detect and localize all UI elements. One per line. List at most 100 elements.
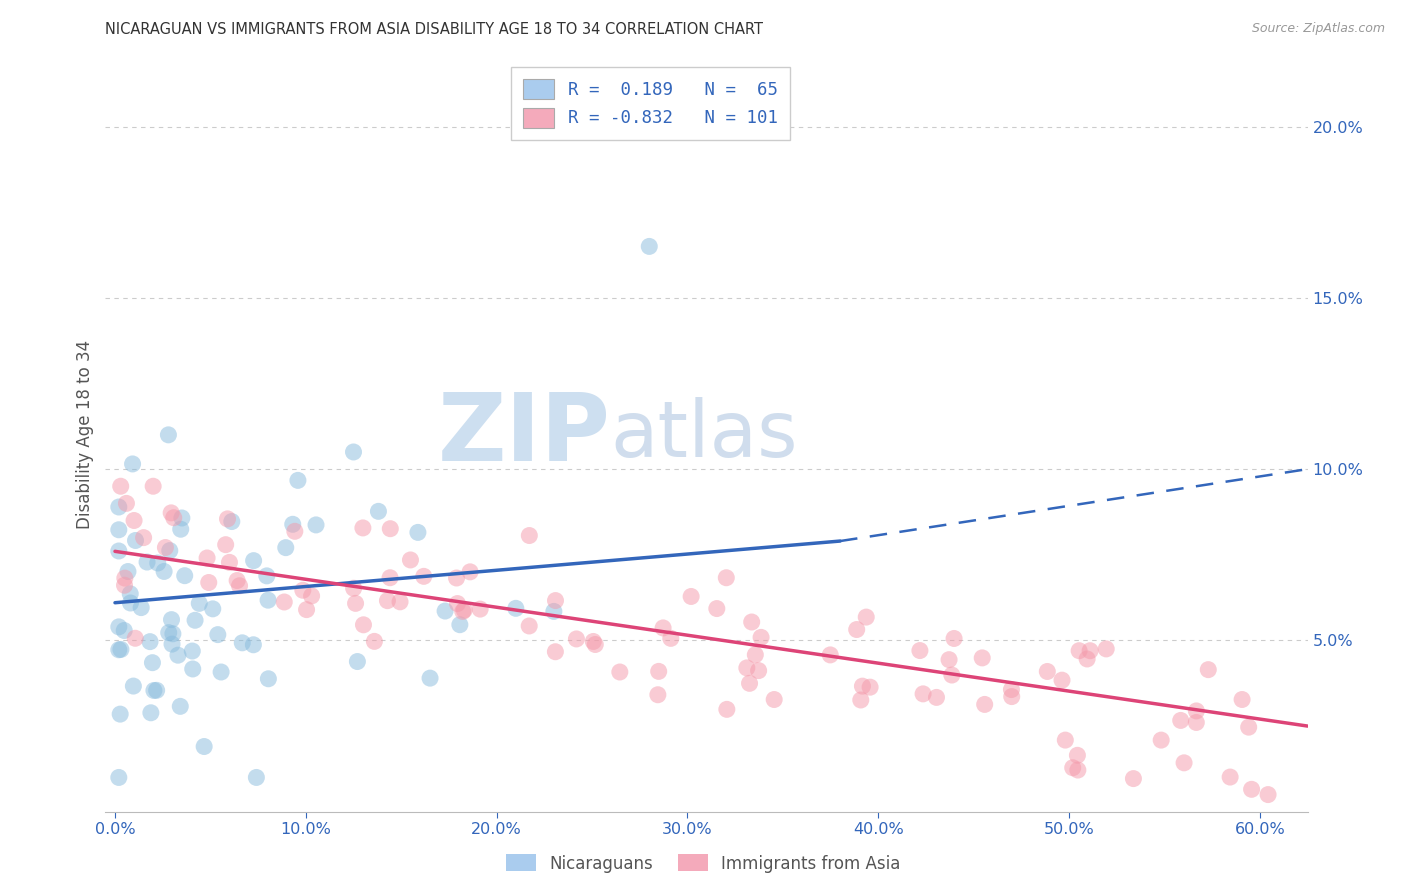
Point	[851, 679, 873, 693]
Point	[446, 597, 468, 611]
Point	[163, 510, 186, 524]
Point	[741, 615, 763, 629]
Point	[367, 504, 389, 518]
Point	[1197, 663, 1219, 677]
Point	[157, 625, 180, 640]
Point	[142, 479, 165, 493]
Point	[257, 593, 280, 607]
Point	[380, 522, 402, 536]
Point	[505, 601, 527, 615]
Point	[1076, 652, 1098, 666]
Point	[153, 565, 176, 579]
Point	[146, 556, 169, 570]
Point	[377, 593, 399, 607]
Point	[141, 656, 163, 670]
Point	[287, 474, 309, 488]
Point	[305, 517, 328, 532]
Point	[638, 239, 661, 253]
Point	[139, 706, 162, 720]
Point	[136, 555, 159, 569]
Point	[169, 699, 191, 714]
Point	[855, 610, 877, 624]
Point	[1185, 715, 1208, 730]
Point	[749, 631, 772, 645]
Point	[544, 593, 567, 607]
Point	[160, 613, 183, 627]
Point	[647, 688, 669, 702]
Point	[845, 623, 868, 637]
Point	[114, 571, 136, 585]
Text: Source: ZipAtlas.com: Source: ZipAtlas.com	[1251, 22, 1385, 36]
Point	[218, 555, 240, 569]
Point	[451, 604, 474, 618]
Point	[681, 590, 703, 604]
Legend: Nicaraguans, Immigrants from Asia: Nicaraguans, Immigrants from Asia	[499, 847, 907, 880]
Point	[159, 543, 181, 558]
Point	[912, 687, 935, 701]
Point	[193, 739, 215, 754]
Point	[363, 634, 385, 648]
Point	[543, 604, 565, 618]
Point	[184, 613, 207, 627]
Point	[167, 648, 190, 663]
Point	[1237, 720, 1260, 734]
Point	[1095, 641, 1118, 656]
Point	[108, 642, 131, 657]
Point	[112, 624, 135, 638]
Point	[291, 583, 314, 598]
Point	[108, 771, 131, 785]
Point	[434, 604, 457, 618]
Point	[609, 665, 631, 679]
Point	[1219, 770, 1241, 784]
Point	[108, 544, 131, 558]
Point	[458, 565, 481, 579]
Point	[1173, 756, 1195, 770]
Point	[908, 643, 931, 657]
Point	[517, 619, 540, 633]
Point	[170, 522, 193, 536]
Point	[160, 506, 183, 520]
Point	[207, 627, 229, 641]
Point	[735, 661, 758, 675]
Point	[1066, 748, 1088, 763]
Point	[517, 528, 540, 542]
Point	[242, 638, 264, 652]
Point	[110, 642, 132, 657]
Point	[849, 693, 872, 707]
Point	[716, 702, 738, 716]
Text: NICARAGUAN VS IMMIGRANTS FROM ASIA DISABILITY AGE 18 TO 34 CORRELATION CHART: NICARAGUAN VS IMMIGRANTS FROM ASIA DISAB…	[105, 22, 763, 37]
Point	[1000, 682, 1022, 697]
Point	[242, 554, 264, 568]
Point	[173, 568, 195, 582]
Point	[221, 515, 243, 529]
Point	[1001, 690, 1024, 704]
Point	[1062, 761, 1084, 775]
Point	[943, 632, 966, 646]
Point	[343, 581, 366, 595]
Point	[108, 500, 131, 514]
Point	[1122, 772, 1144, 786]
Point	[108, 523, 131, 537]
Point	[274, 541, 297, 555]
Point	[215, 538, 238, 552]
Point	[301, 589, 323, 603]
Point	[121, 457, 143, 471]
Point	[470, 602, 492, 616]
Point	[284, 524, 307, 539]
Point	[295, 602, 318, 616]
Point	[941, 668, 963, 682]
Point	[352, 521, 374, 535]
Point	[1150, 733, 1173, 747]
Point	[925, 690, 948, 705]
Point	[938, 653, 960, 667]
Point	[449, 617, 471, 632]
Point	[108, 620, 131, 634]
Point	[117, 565, 139, 579]
Point	[120, 587, 142, 601]
Point	[217, 512, 239, 526]
Point	[453, 603, 475, 617]
Point	[859, 680, 882, 694]
Point	[115, 496, 138, 510]
Point	[406, 525, 429, 540]
Point	[353, 617, 375, 632]
